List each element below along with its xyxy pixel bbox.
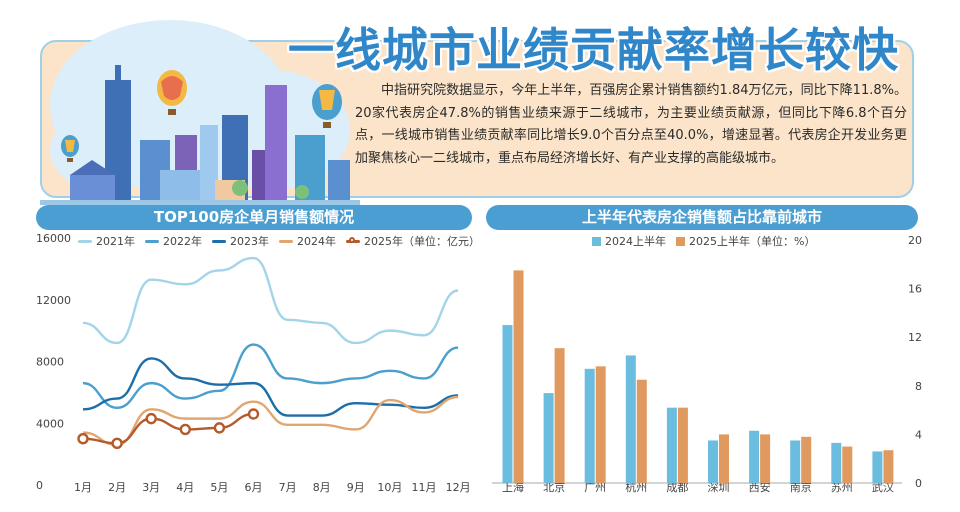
bar: [595, 366, 606, 483]
left-chart-legend: 2021年 2022年 2023年 2024年 2025年 （单位：亿元）: [78, 233, 490, 249]
legend-label: 2025上半年: [689, 235, 750, 248]
legend-label: 2021年: [96, 235, 135, 248]
y-tick-label: 16: [908, 283, 922, 296]
bar: [543, 393, 554, 483]
legend-swatch: [145, 239, 159, 243]
bar: [625, 355, 636, 483]
data-point: [145, 412, 157, 425]
series-line: [82, 256, 459, 345]
x-tick-label: 1月: [74, 481, 92, 494]
x-tick-label: 上海: [502, 480, 524, 494]
hot-air-balloon-icon: [157, 70, 187, 115]
x-tick-label: 12月: [446, 481, 471, 494]
legend-item-2024h1: 2024上半年: [592, 233, 666, 249]
legend-label: 2023年: [230, 235, 269, 248]
data-point: [247, 408, 260, 420]
y-tick-label: 4000: [36, 417, 64, 430]
series-line: [82, 412, 254, 445]
x-tick-label: 西安: [749, 480, 771, 494]
y-tick-label: 12000: [36, 294, 71, 307]
x-tick-label: 10月: [377, 481, 402, 494]
y-tick-label: 8000: [36, 356, 64, 369]
bar: [513, 270, 524, 483]
bar: [831, 442, 842, 483]
y-tick-label: 0: [36, 479, 43, 492]
hot-air-balloon-icon: [312, 84, 342, 128]
x-tick-label: 8月: [313, 481, 331, 494]
y-tick-label: 4: [915, 428, 922, 441]
series-line: [82, 395, 459, 447]
y-tick-label: 8: [915, 380, 922, 393]
bar: [502, 325, 513, 483]
bar: [584, 368, 595, 483]
bar: [872, 451, 883, 483]
y-tick-label: 20: [908, 234, 922, 247]
x-tick-label: 成都: [666, 481, 688, 494]
x-tick-label: 杭州: [625, 480, 647, 494]
city-skyline-illustration: [40, 20, 360, 205]
page-title: 一线城市业绩贡献率增长较快: [288, 23, 899, 77]
legend-item-2024: 2024年: [279, 233, 336, 249]
bar: [790, 440, 801, 483]
series-line: [82, 357, 459, 417]
legend-label: 2024年: [297, 235, 336, 248]
legend-swatch: [592, 236, 601, 246]
x-tick-label: 苏州: [831, 481, 853, 494]
x-tick-label: 武汉: [872, 481, 894, 494]
x-tick-label: 6月: [245, 481, 263, 494]
bar: [883, 450, 894, 483]
legend-swatch: [346, 236, 360, 243]
x-tick-label: 5月: [210, 481, 228, 494]
x-tick-label: 南京: [790, 480, 812, 494]
y-tick-label: 0: [915, 477, 922, 490]
series-line: [82, 343, 459, 410]
bar: [677, 407, 688, 483]
legend-item-2025: 2025年 （单位：亿元）: [346, 233, 480, 249]
x-tick-label: 深圳: [708, 481, 730, 494]
legend-item-2025h1: 2025上半年 （单位：%）: [676, 233, 815, 249]
bar: [666, 407, 677, 483]
bar: [708, 440, 718, 483]
bar: [749, 430, 760, 483]
intro-paragraph: 中指研究院数据显示，今年上半年，百强房企累计销售额约1.84万亿元，同比下降11…: [355, 83, 907, 166]
x-tick-label: 北京: [543, 480, 565, 494]
legend-swatch: [212, 239, 226, 243]
x-tick-label: 11月: [412, 481, 437, 494]
data-point: [179, 423, 192, 436]
legend-label: 2025年: [364, 235, 403, 248]
x-tick-label: 广州: [584, 481, 606, 494]
y-tick-label: 16000: [36, 232, 71, 245]
left-chart-heading: TOP100房企单月销售额情况: [36, 205, 472, 230]
x-tick-label: 3月: [142, 481, 160, 494]
bar: [636, 379, 647, 483]
legend-swatch: [78, 239, 92, 243]
right-chart-legend: 2024上半年 2025上半年 （单位：%）: [592, 233, 825, 249]
legend-swatch: [676, 236, 685, 246]
data-point: [213, 422, 226, 434]
legend-label: 2022年: [163, 235, 202, 248]
bar: [842, 446, 853, 483]
x-tick-label: 2月: [108, 481, 126, 494]
data-point: [111, 437, 123, 450]
hot-air-balloon-icon: [61, 135, 79, 162]
legend-label: 2024上半年: [605, 235, 666, 248]
bar: [801, 436, 812, 483]
unit-note: （单位：亿元）: [403, 235, 480, 248]
right-chart-heading: 上半年代表房企销售额占比靠前城市: [486, 205, 918, 230]
x-tick-label: 4月: [176, 481, 194, 494]
data-point: [77, 432, 89, 445]
legend-item-2022: 2022年: [145, 233, 202, 249]
bar: [760, 434, 771, 483]
y-tick-label: 12: [908, 331, 922, 344]
unit-note: （单位：%）: [750, 235, 816, 248]
x-tick-label: 7月: [279, 481, 297, 494]
bar: [719, 434, 729, 483]
x-tick-label: 9月: [347, 481, 365, 494]
bar: [554, 348, 565, 483]
legend-item-2023: 2023年: [212, 233, 269, 249]
legend-item-2021: 2021年: [78, 233, 135, 249]
legend-swatch: [279, 239, 293, 243]
